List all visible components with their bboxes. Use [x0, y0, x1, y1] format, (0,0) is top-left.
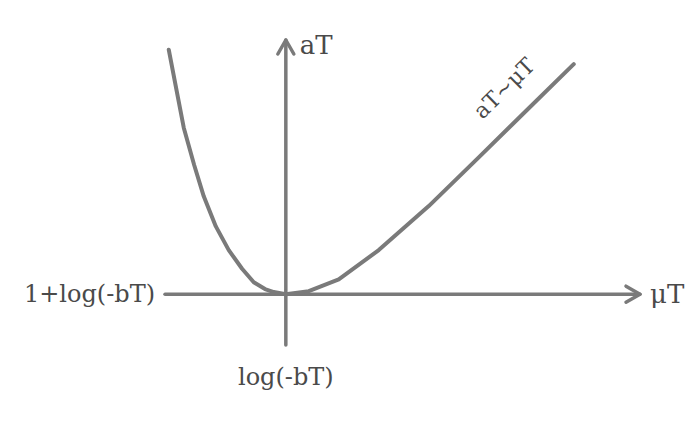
x-arrow: [626, 286, 640, 302]
x-axis-label: μT: [650, 279, 685, 309]
axes: [165, 40, 640, 345]
y-axis-label: aT: [300, 30, 334, 60]
y-arrow: [278, 40, 294, 54]
curve: [169, 50, 574, 294]
annotation: aT~μT: [469, 53, 540, 124]
x-tick-label: log(-bT): [238, 363, 334, 391]
y-axis: [284, 40, 288, 345]
plot-area: [169, 50, 574, 294]
y-tick-label: 1+log(-bT): [24, 280, 155, 308]
chart: log(-bT) 1+log(-bT) aT μT aT~μT: [0, 0, 691, 433]
x-axis: [165, 292, 640, 296]
